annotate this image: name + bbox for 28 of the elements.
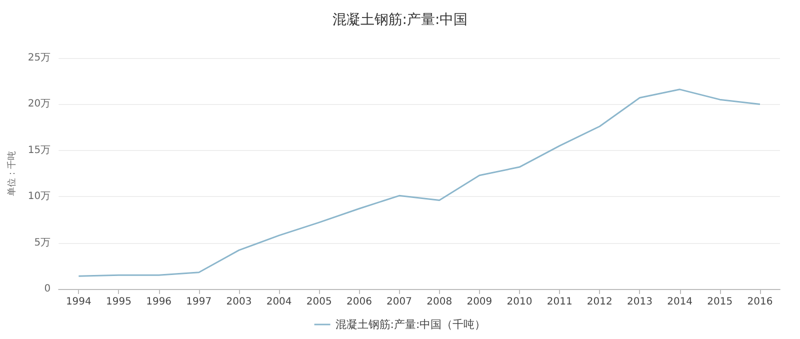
chart-title: 混凝土钢筋:产量:中国 [332, 12, 468, 28]
legend-label: 混凝土钢筋:产量:中国（千吨） [335, 318, 486, 331]
line-series [78, 88, 761, 277]
x-tick-label: 2015 [707, 296, 733, 308]
x-tick-label: 2004 [266, 296, 292, 308]
x-tick-label: 1995 [106, 296, 132, 308]
x-tick-label: 2007 [386, 296, 412, 308]
x-tick-label: 2003 [226, 296, 252, 308]
x-tick-label: 2011 [546, 296, 572, 308]
x-tick-label: 2016 [747, 296, 773, 308]
y-tick-label: 5万 [34, 237, 51, 248]
x-tick-label: 2006 [346, 296, 372, 308]
x-tick-label: 1994 [66, 296, 92, 308]
x-tick-label: 1996 [146, 296, 172, 308]
x-tick-label: 2010 [506, 296, 532, 308]
y-tick-label: 0 [44, 284, 51, 294]
x-tick-label: 2009 [466, 296, 492, 308]
x-tick-label: 2014 [667, 296, 693, 308]
y-axis-title: 单位：千吨 [6, 151, 18, 196]
y-tick-label: 15万 [28, 144, 51, 156]
x-tick-label: 2013 [627, 296, 652, 308]
x-tick-label: 1997 [186, 296, 212, 308]
y-tick-label: 10万 [28, 191, 51, 202]
x-tick-label: 2012 [586, 296, 612, 308]
y-tick-label: 25万 [28, 52, 51, 64]
y-tick-label: 20万 [28, 98, 51, 110]
x-tick-label: 2008 [426, 296, 452, 308]
x-tick-label: 2005 [306, 296, 332, 308]
